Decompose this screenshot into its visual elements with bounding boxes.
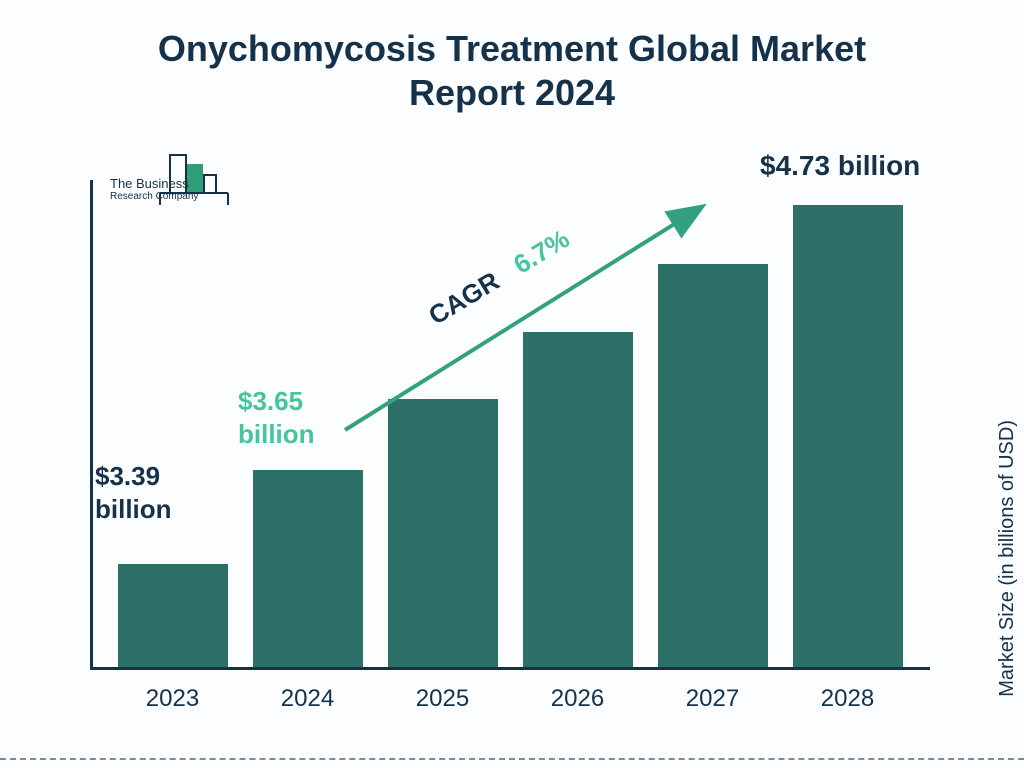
bar-2024 <box>253 470 363 667</box>
callout-2024-value: $3.65 <box>238 385 315 418</box>
bar-2028 <box>793 205 903 667</box>
callout-2023-value: $3.39 <box>95 460 172 493</box>
bar-2023 <box>118 564 228 667</box>
x-axis-labels: 2023 2024 2025 2026 2027 2028 <box>90 673 930 713</box>
x-label-2025: 2025 <box>383 673 503 713</box>
x-label-2026: 2026 <box>518 673 638 713</box>
callout-2028: $4.73 billion <box>760 148 920 183</box>
bar-2027 <box>658 264 768 667</box>
callout-2023-unit: billion <box>95 493 172 526</box>
bar-2026 <box>523 332 633 667</box>
x-label-2023: 2023 <box>113 673 233 713</box>
x-label-2028: 2028 <box>788 673 908 713</box>
x-label-2027: 2027 <box>653 673 773 713</box>
callout-2024: $3.65 billion <box>238 385 315 450</box>
chart-title-line2: Report 2024 <box>0 72 1024 114</box>
chart-title-line1: Onychomycosis Treatment Global Market <box>0 28 1024 70</box>
bar-2025 <box>388 399 498 667</box>
bottom-divider <box>0 758 1024 760</box>
callout-2023: $3.39 billion <box>95 460 172 525</box>
y-axis-label: Market Size (in billions of USD) <box>996 420 1019 697</box>
x-axis-line <box>90 667 930 670</box>
callout-2024-unit: billion <box>238 418 315 451</box>
x-label-2024: 2024 <box>248 673 368 713</box>
